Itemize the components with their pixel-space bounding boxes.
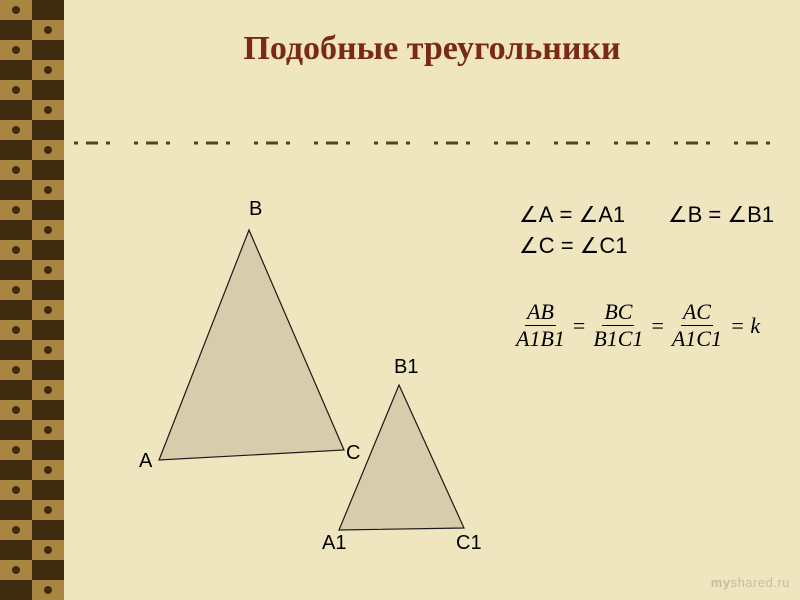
- vertex-label-a1: А1: [322, 532, 346, 555]
- frac-ac: AC A1C1: [670, 300, 724, 351]
- cond-c: ∠С = ∠С1: [519, 231, 774, 262]
- frac-ab: AB A1B1: [514, 300, 567, 351]
- left-border-pattern: [0, 0, 64, 600]
- vertex-label-c1: С1: [456, 532, 482, 555]
- angle-conditions: ∠А = ∠А1 ∠В = ∠В1 ∠С = ∠С1: [519, 200, 774, 262]
- frac-den: A1C1: [670, 326, 724, 351]
- equals-k: = k: [730, 313, 760, 339]
- frac-den: B1C1: [591, 326, 645, 351]
- ratio-formula: AB A1B1 = BC B1C1 = AC A1C1 = k: [514, 300, 760, 351]
- vertex-label-a: А: [139, 450, 152, 473]
- cond-a: ∠А = ∠А1: [519, 202, 625, 227]
- watermark: myshared.ru: [711, 575, 790, 590]
- cond-b: ∠В = ∠В1: [668, 202, 774, 227]
- frac-den: A1B1: [514, 326, 567, 351]
- vertex-label-b: В: [249, 198, 262, 221]
- frac-num: BC: [602, 300, 634, 326]
- frac-bc: BC B1C1: [591, 300, 645, 351]
- equals-sign: =: [573, 313, 585, 339]
- equals-sign: =: [651, 313, 663, 339]
- triangle-large: [159, 230, 344, 460]
- slide: Подобные треугольники А В С А1 В1 С1 ∠А …: [0, 0, 800, 600]
- vertex-label-c: С: [346, 442, 360, 465]
- main-area: Подобные треугольники А В С А1 В1 С1 ∠А …: [64, 0, 800, 600]
- frac-num: AC: [681, 300, 713, 326]
- watermark-prefix: my: [711, 575, 731, 590]
- watermark-suffix: shared.ru: [731, 575, 790, 590]
- vertex-label-b1: В1: [394, 356, 418, 379]
- frac-num: AB: [525, 300, 556, 326]
